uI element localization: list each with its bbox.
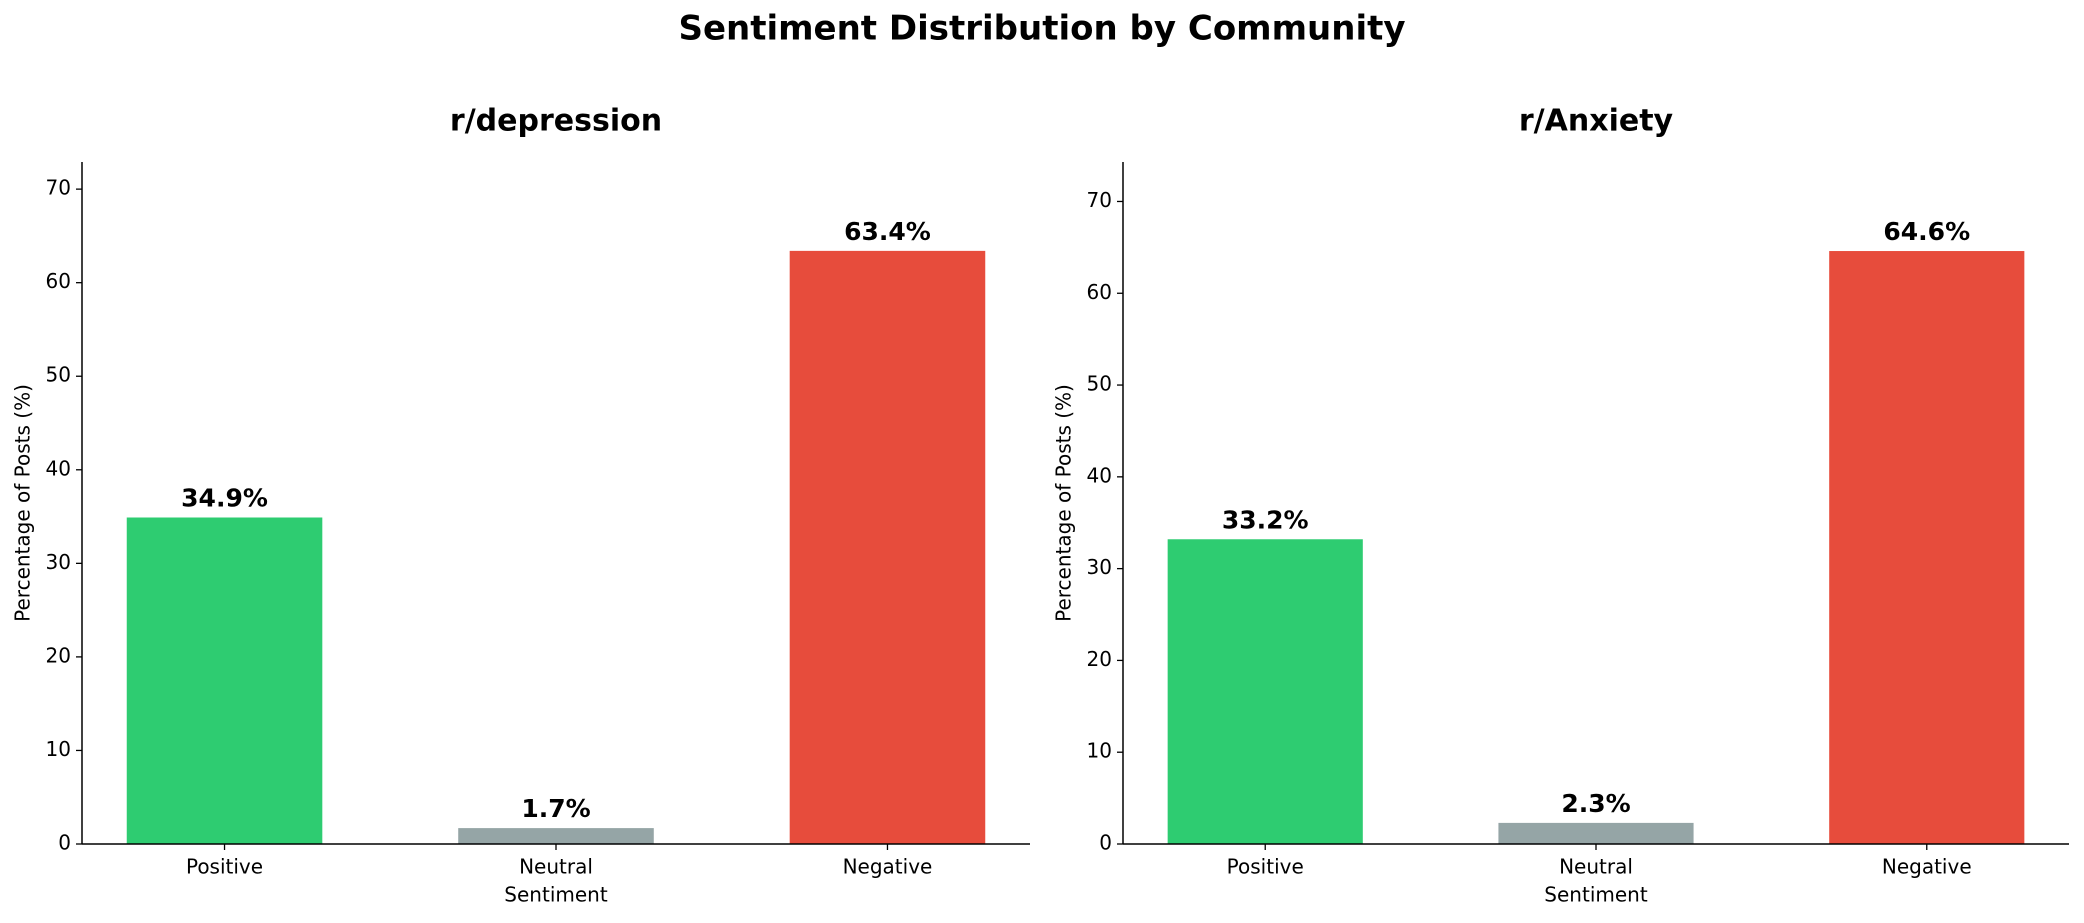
value-label: 64.6% bbox=[1883, 217, 1970, 246]
y-tick-label: 30 bbox=[46, 550, 71, 574]
y-axis-label: Percentage of Posts (%) bbox=[1052, 384, 1076, 622]
y-tick-label: 70 bbox=[46, 176, 71, 200]
y-tick-label: 10 bbox=[46, 737, 71, 761]
x-tick-label: Negative bbox=[1882, 855, 1972, 879]
bar bbox=[789, 250, 986, 844]
y-axis-label: Percentage of Posts (%) bbox=[11, 384, 35, 622]
y-tick-label: 50 bbox=[46, 363, 71, 387]
y-tick-label: 20 bbox=[46, 643, 71, 667]
y-tick-label: 30 bbox=[1087, 555, 1112, 579]
value-label: 34.9% bbox=[181, 484, 268, 513]
y-tick-label: 20 bbox=[1087, 647, 1112, 671]
y-tick-label: 40 bbox=[1087, 463, 1112, 487]
bar bbox=[1167, 539, 1363, 844]
bar bbox=[1498, 822, 1694, 844]
x-axis-label: Sentiment bbox=[1544, 883, 1648, 907]
y-tick-label: 50 bbox=[1087, 372, 1112, 396]
x-tick-label: Neutral bbox=[519, 855, 593, 879]
bar bbox=[126, 517, 323, 844]
x-axis-label: Sentiment bbox=[504, 883, 608, 907]
x-tick-label: Negative bbox=[843, 855, 933, 879]
bar bbox=[458, 828, 654, 844]
subplot-title: r/depression bbox=[450, 104, 662, 139]
value-label: 63.4% bbox=[844, 217, 931, 246]
y-tick-label: 40 bbox=[46, 456, 71, 480]
x-tick-label: Positive bbox=[1227, 855, 1304, 879]
bar bbox=[1829, 251, 2025, 844]
y-tick-label: 60 bbox=[46, 269, 71, 293]
figure-title: Sentiment Distribution by Community bbox=[678, 9, 1405, 49]
value-label: 2.3% bbox=[1561, 789, 1630, 818]
subplot-title: r/Anxiety bbox=[1519, 104, 1674, 139]
x-tick-label: Neutral bbox=[1559, 855, 1633, 879]
y-tick-label: 0 bbox=[58, 831, 71, 855]
x-tick-label: Positive bbox=[186, 855, 263, 879]
value-label: 1.7% bbox=[521, 794, 590, 823]
y-tick-label: 60 bbox=[1087, 280, 1112, 304]
value-label: 33.2% bbox=[1222, 505, 1309, 534]
y-tick-label: 10 bbox=[1087, 739, 1112, 763]
y-tick-label: 0 bbox=[1099, 831, 1112, 855]
y-tick-label: 70 bbox=[1087, 188, 1112, 212]
